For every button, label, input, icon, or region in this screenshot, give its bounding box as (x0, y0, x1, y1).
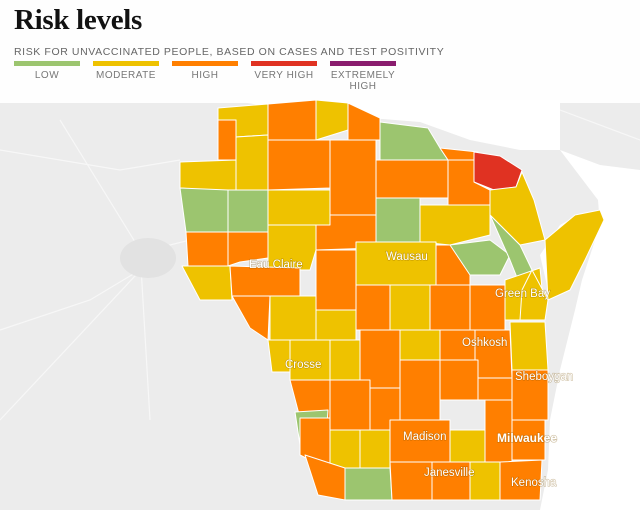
county (267, 99, 317, 141)
county (344, 467, 393, 501)
county (359, 429, 391, 469)
county (181, 265, 233, 301)
county (399, 329, 441, 361)
legend-swatch-moderate (93, 61, 159, 66)
county (359, 329, 401, 389)
county (179, 187, 229, 233)
county (179, 159, 237, 191)
county (227, 231, 269, 267)
county (355, 241, 437, 286)
city-kenosha: Kenosha (511, 477, 557, 489)
county (399, 359, 441, 421)
city-wausau: Wausau (386, 251, 428, 263)
county (375, 159, 449, 199)
legend-label-very-high: VERY HIGH (254, 70, 314, 81)
county (449, 429, 486, 463)
county (389, 284, 431, 331)
legend-subtitle: RISK FOR UNVACCINATED PEOPLE, BASED ON C… (14, 46, 445, 58)
county (235, 134, 269, 191)
county (329, 429, 361, 469)
county (469, 461, 501, 501)
header-band (0, 0, 640, 103)
counties (179, 99, 605, 501)
county (227, 189, 269, 233)
legend-swatch-low (14, 61, 80, 66)
legend-swatch-very-high (251, 61, 317, 66)
legend-item-very-high: VERY HIGH (251, 61, 317, 81)
county (375, 197, 421, 243)
legend-swatch-extremely-high (330, 61, 396, 66)
county (519, 269, 549, 321)
city-janesville: Janesville (424, 467, 475, 479)
county (315, 309, 357, 341)
county (429, 284, 471, 331)
county (355, 284, 391, 331)
county (329, 139, 377, 216)
county (329, 339, 361, 381)
city-sheboygan: Sheboygan (515, 371, 573, 383)
county (329, 379, 371, 431)
legend-label-low: LOW (34, 70, 60, 81)
legend-item-low: LOW (14, 61, 80, 81)
county (449, 239, 511, 276)
county (267, 189, 331, 226)
legend-item-moderate: MODERATE (93, 61, 159, 81)
city-madison: Madison (403, 431, 446, 443)
county (315, 249, 357, 311)
city-milwaukee: Milwaukee (497, 431, 557, 445)
county (477, 377, 513, 401)
county (269, 295, 317, 341)
city-oshkosh: Oshkosh (462, 337, 507, 349)
county (419, 204, 491, 246)
page-title: Risk levels (14, 4, 143, 36)
county (439, 359, 479, 401)
county (267, 139, 331, 191)
metro-area (120, 238, 176, 278)
county (499, 459, 543, 501)
city-eau-claire: Eau Claire (249, 259, 303, 271)
county (511, 419, 546, 461)
legend-label-high: HIGH (191, 70, 219, 81)
city-green-bay: Green Bay (495, 288, 550, 300)
city-la-crosse: Crosse (285, 359, 321, 371)
county (217, 119, 237, 161)
legend-item-extremely-high: EXTREMELY HIGH (330, 61, 396, 92)
county (509, 321, 549, 371)
legend-label-extremely-high: EXTREMELY HIGH (330, 70, 396, 92)
legend-label-moderate: MODERATE (96, 70, 156, 81)
legend-item-high: HIGH (172, 61, 238, 81)
city-labels: Eau Claire Wausau Green Bay Oshkosh Cros… (248, 250, 573, 489)
legend-swatch-high (172, 61, 238, 66)
county (185, 231, 229, 267)
lake-michigan (540, 150, 640, 510)
county (267, 224, 317, 271)
county (544, 209, 605, 301)
